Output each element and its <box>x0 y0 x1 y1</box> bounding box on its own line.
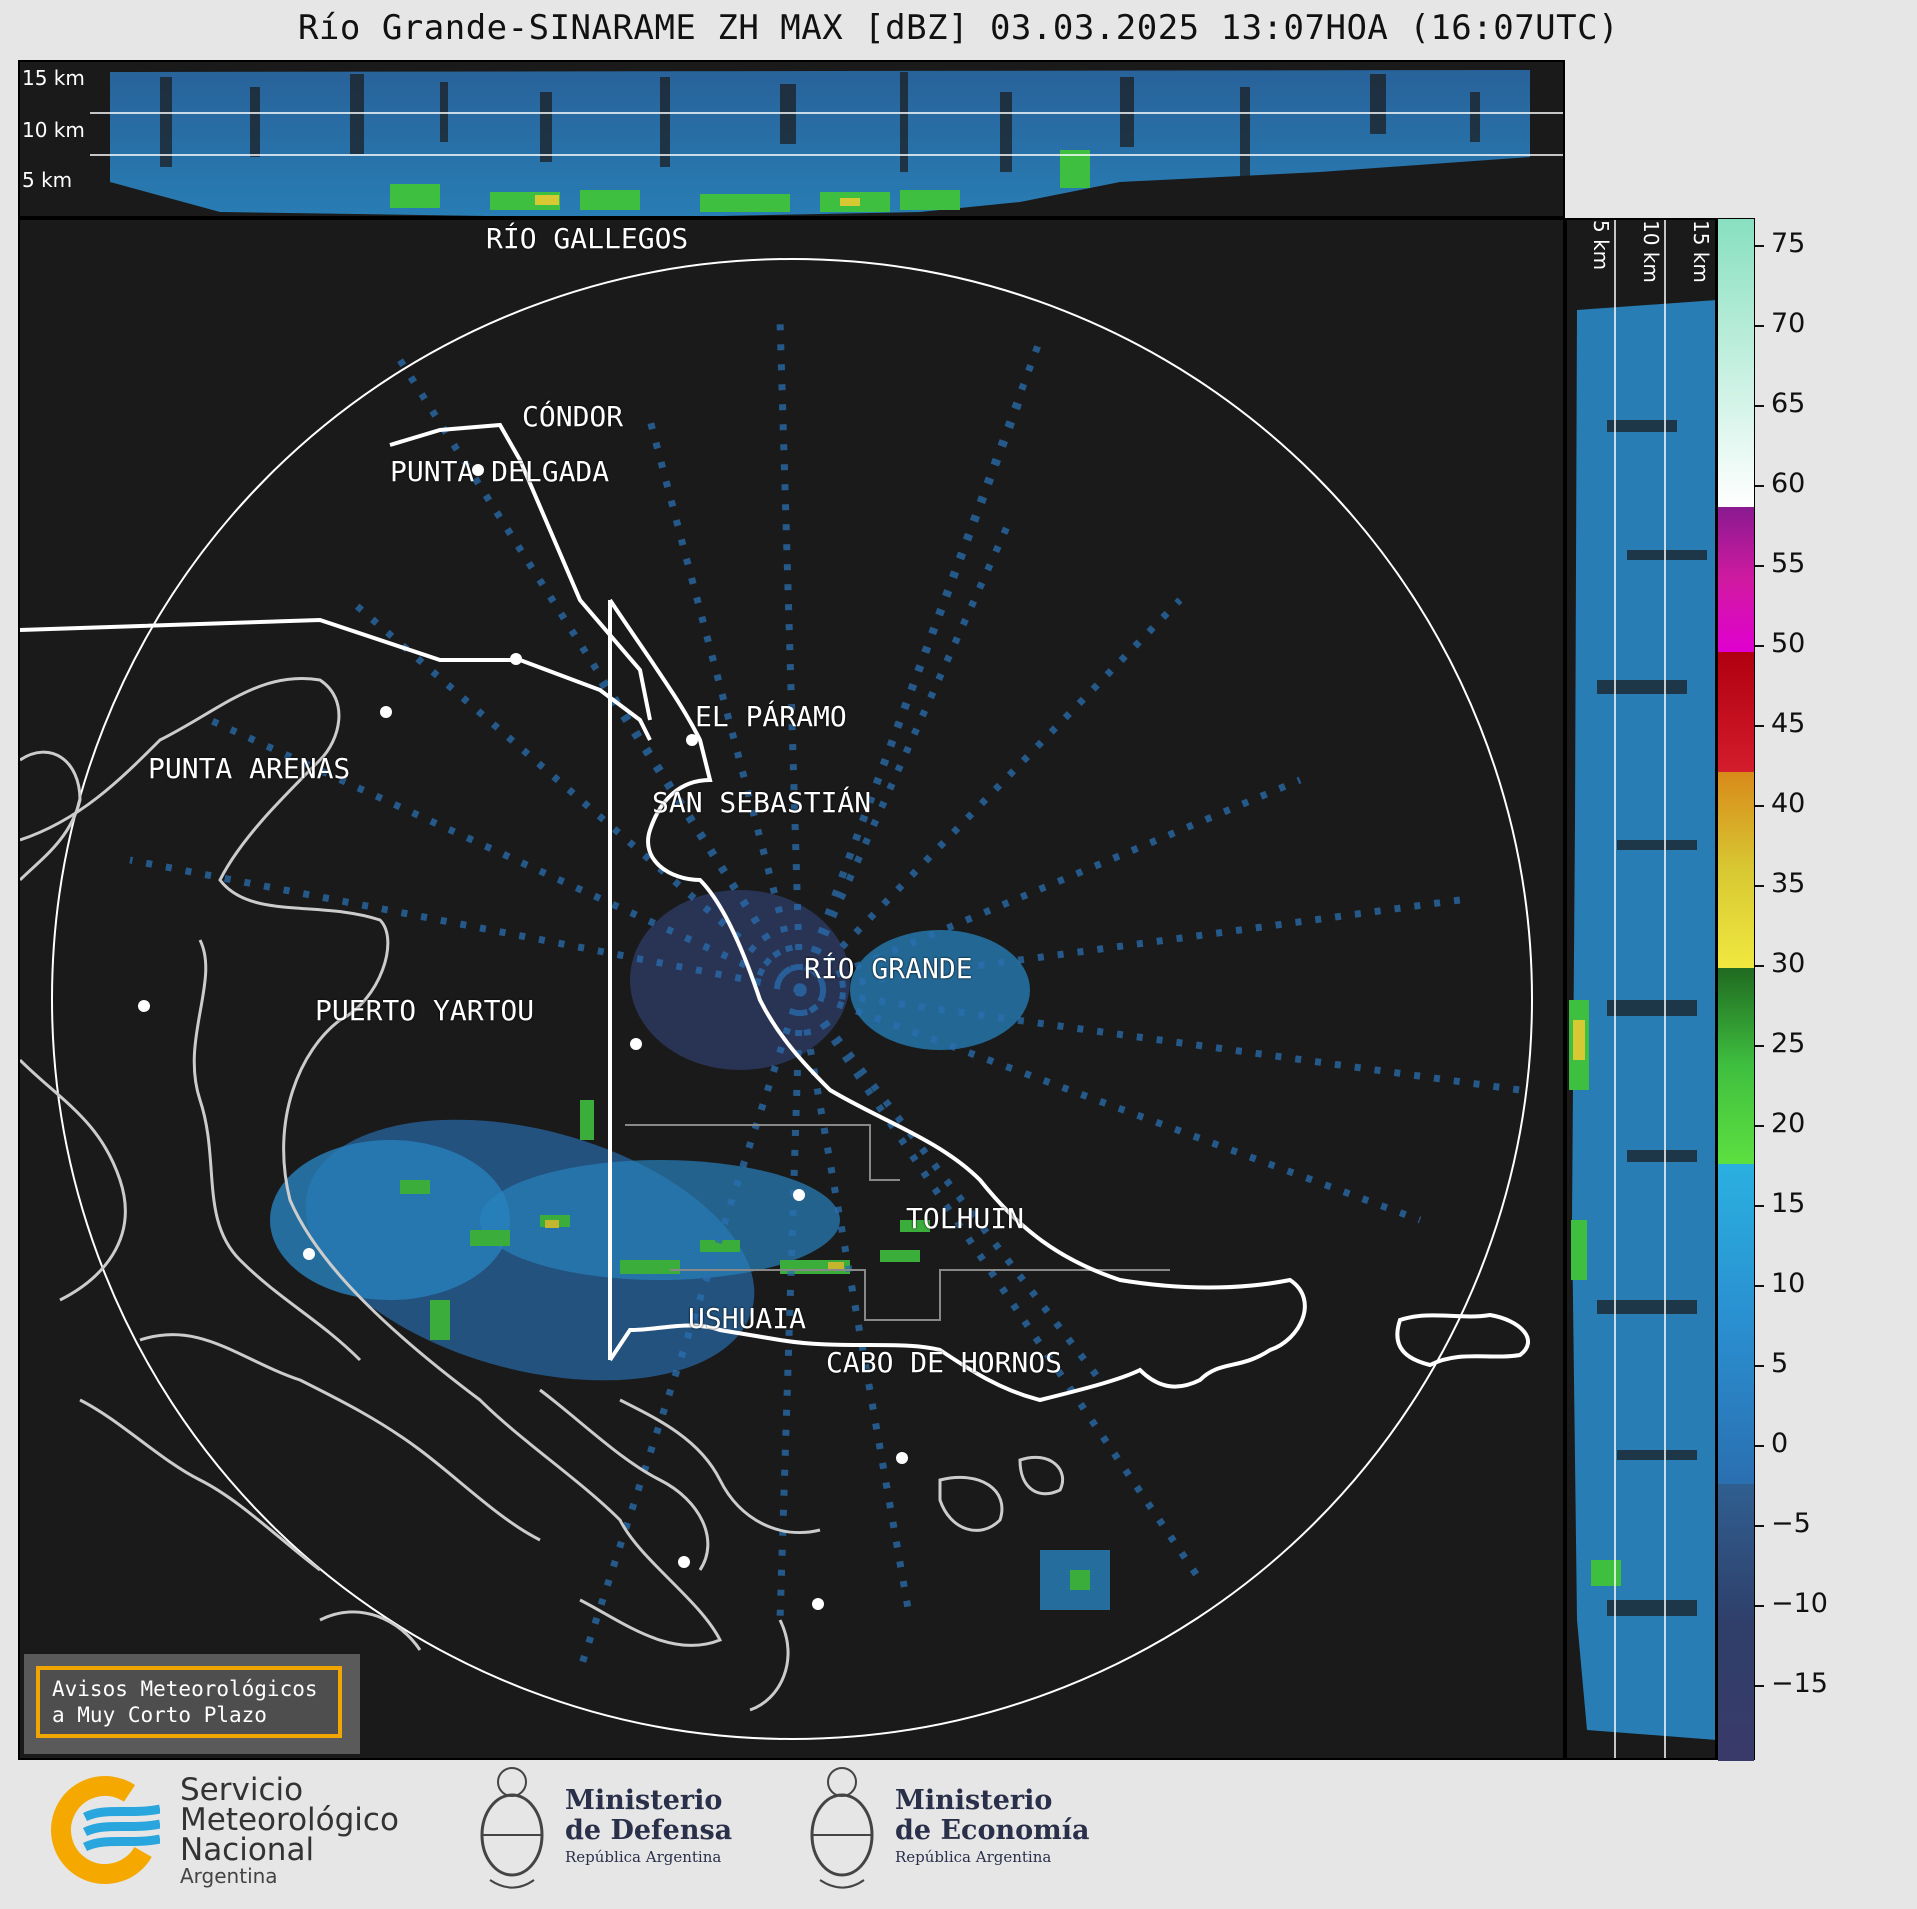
avisos-line1: Avisos Meteorológicos <box>52 1677 318 1701</box>
colorbar-tick: −15 <box>1755 1668 1828 1699</box>
city-label-ushuaia: USHUAIA <box>688 1302 807 1335</box>
city-label-rio-gallegos: RÍO GALLEGOS <box>486 222 689 255</box>
top-cross-section-echoes <box>90 70 1563 216</box>
city-label-condor: CÓNDOR <box>522 400 624 433</box>
avisos-box: Avisos Meteorológicos a Muy Corto Plazo <box>24 1654 360 1754</box>
colorbar-seg-17-29 <box>1718 968 1754 1164</box>
economia-line2: de Economía <box>895 1815 1090 1846</box>
colorbar-tick: 45 <box>1755 708 1805 739</box>
economia-line1: Ministerio <box>895 1785 1053 1816</box>
radar-map <box>20 258 1533 1740</box>
top-height-label-10km: 10 km <box>22 118 85 142</box>
colorbar-tick: 70 <box>1755 308 1805 339</box>
colorbar-tick: 30 <box>1755 948 1805 979</box>
avisos-inner-box: Avisos Meteorológicos a Muy Corto Plazo <box>36 1666 342 1738</box>
coat-of-arms-icon <box>480 1767 544 1889</box>
smn-line3: Nacional <box>180 1832 315 1868</box>
defensa-line2: de Defensa <box>565 1815 733 1846</box>
radar-map-panel: RÍO GALLEGOS CÓNDOR PUNTA DELGADA EL PÁR… <box>18 218 1565 1760</box>
radar-echoes <box>270 890 1110 1610</box>
coat-of-arms-icon <box>810 1767 874 1889</box>
radar-clutter-spokes <box>129 319 1521 1672</box>
colorbar-tick: 75 <box>1755 228 1805 259</box>
colorbar-tick: 15 <box>1755 1188 1805 1219</box>
colorbar-tick: 55 <box>1755 548 1805 579</box>
radar-range-ring <box>51 258 1533 1740</box>
coastlines <box>20 677 1065 1712</box>
city-label-tolhuin: TOLHUIN <box>906 1202 1025 1235</box>
smn-line4: Argentina <box>180 1864 278 1888</box>
colorbar-tick: 25 <box>1755 1028 1805 1059</box>
smn-line2: Meteorológico <box>180 1802 399 1838</box>
colorbar-seg-42-49 <box>1718 652 1754 772</box>
colorbar-tick: 60 <box>1755 468 1805 499</box>
map-title: Río Grande-SINARAME ZH MAX [dBZ] 03.03.2… <box>297 8 1620 48</box>
avisos-line2: a Muy Corto Plazo <box>52 1703 267 1727</box>
top-height-label-5km: 5 km <box>22 168 73 192</box>
colorbar-tick: 20 <box>1755 1108 1805 1139</box>
colorbar-tick: −10 <box>1755 1588 1828 1619</box>
colorbar-seg-49-58 <box>1718 507 1754 652</box>
colorbar-seg-0-17 <box>1718 1164 1754 1484</box>
city-label-punta-delgada: PUNTA DELGADA <box>390 455 610 488</box>
dbz-colorbar <box>1717 218 1755 1761</box>
side-cross-section-panel: 5 km 10 km 15 km <box>1565 218 1717 1760</box>
city-markers <box>138 464 908 1610</box>
top-height-label-15km: 15 km <box>22 66 85 90</box>
colorbar-tick: 40 <box>1755 788 1805 819</box>
side-height-label-5km: 5 km <box>1589 220 1613 271</box>
colorbar-tick: 35 <box>1755 868 1805 899</box>
smn-emblem-icon <box>50 1776 160 1884</box>
economia-line3: República Argentina <box>895 1848 1052 1866</box>
side-cross-section-echoes <box>1569 220 1715 1758</box>
city-label-san-sebastian: SAN SEBASTIÁN <box>652 786 872 819</box>
defensa-logo: Ministerio de Defensa República Argentin… <box>470 1760 770 1900</box>
colorbar-tick: 65 <box>1755 388 1805 419</box>
provincial-boundaries <box>625 1124 1170 1321</box>
colorbar-seg-29-42 <box>1718 772 1754 968</box>
city-label-rio-grande: RÍO GRANDE <box>804 952 973 985</box>
city-label-puerto-yartou: PUERTO YARTOU <box>315 994 535 1027</box>
colorbar-tick: 50 <box>1755 628 1805 659</box>
colorbar-tick: 5 <box>1755 1348 1788 1379</box>
city-label-punta-arenas: PUNTA ARENAS <box>148 752 351 785</box>
colorbar-tick: 0 <box>1755 1428 1788 1459</box>
top-cross-section-panel: 15 km 10 km 5 km <box>18 60 1565 218</box>
colorbar-seg-below-0 <box>1718 1484 1754 1761</box>
colorbar-seg-60-76 <box>1718 219 1754 507</box>
city-label-cabo-de-hornos: CABO DE HORNOS <box>826 1346 1063 1379</box>
colorbar-tick: −5 <box>1755 1508 1811 1539</box>
side-height-label-10km: 10 km <box>1639 220 1663 283</box>
city-label-el-paramo: EL PÁRAMO <box>695 700 847 733</box>
side-height-label-15km: 15 km <box>1689 220 1713 283</box>
defensa-line3: República Argentina <box>565 1848 722 1866</box>
defensa-line1: Ministerio <box>565 1785 723 1816</box>
colorbar-tick: 10 <box>1755 1268 1805 1299</box>
smn-line1: Servicio <box>180 1772 304 1808</box>
smn-logo: Servicio Meteorológico Nacional Argentin… <box>50 1775 420 1895</box>
economia-logo: Ministerio de Economía República Argenti… <box>800 1760 1120 1900</box>
